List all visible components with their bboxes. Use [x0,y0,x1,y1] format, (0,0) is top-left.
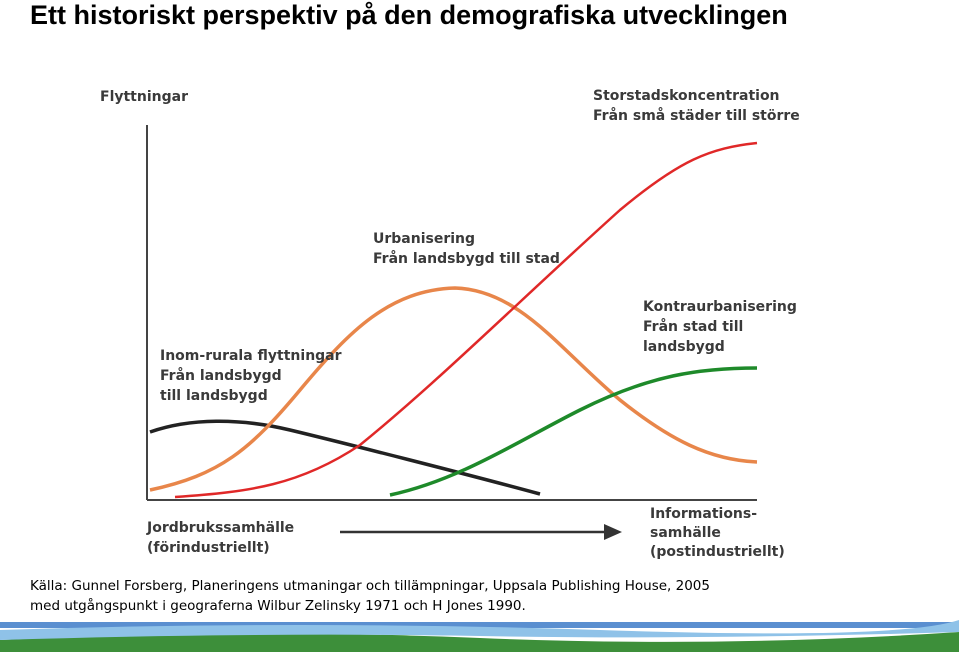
curve-label: Från landsbygd [160,367,282,384]
arrow-head [604,524,622,540]
curve-urban [149,286,758,492]
curve-metro [174,141,758,499]
curve-label: Från små städer till större [593,107,800,124]
curve-label: Urbanisering [373,231,475,247]
axis-label: Flyttningar [100,89,188,105]
stage-label: (förindustriellt) [147,540,270,556]
stage-label: (postindustriellt) [650,544,785,560]
curve-rural [149,419,541,496]
curve-label: Från stad till [643,318,743,335]
curve-label: till landsbygd [160,388,268,404]
stage-label: Informations- [650,506,757,522]
source: med utgångspunkt i geograferna Wilbur Ze… [30,597,526,614]
curve-label: Kontraurbanisering [643,299,797,315]
curve-counter [389,366,758,497]
stage-label: Jordbrukssamhälle [146,520,294,536]
curve-label: Från landsbygd till stad [373,250,560,267]
stage-label: samhälle [650,525,721,541]
title: Ett historiskt perspektiv på den demogra… [30,0,788,30]
source: Källa: Gunnel Forsberg, Planeringens utm… [30,578,710,594]
decor [0,620,959,640]
decor [0,632,959,652]
curve-label: landsbygd [643,339,725,355]
curve-label: Inom-rurala flyttningar [160,348,342,364]
curve-label: Storstadskoncentration [593,88,780,104]
